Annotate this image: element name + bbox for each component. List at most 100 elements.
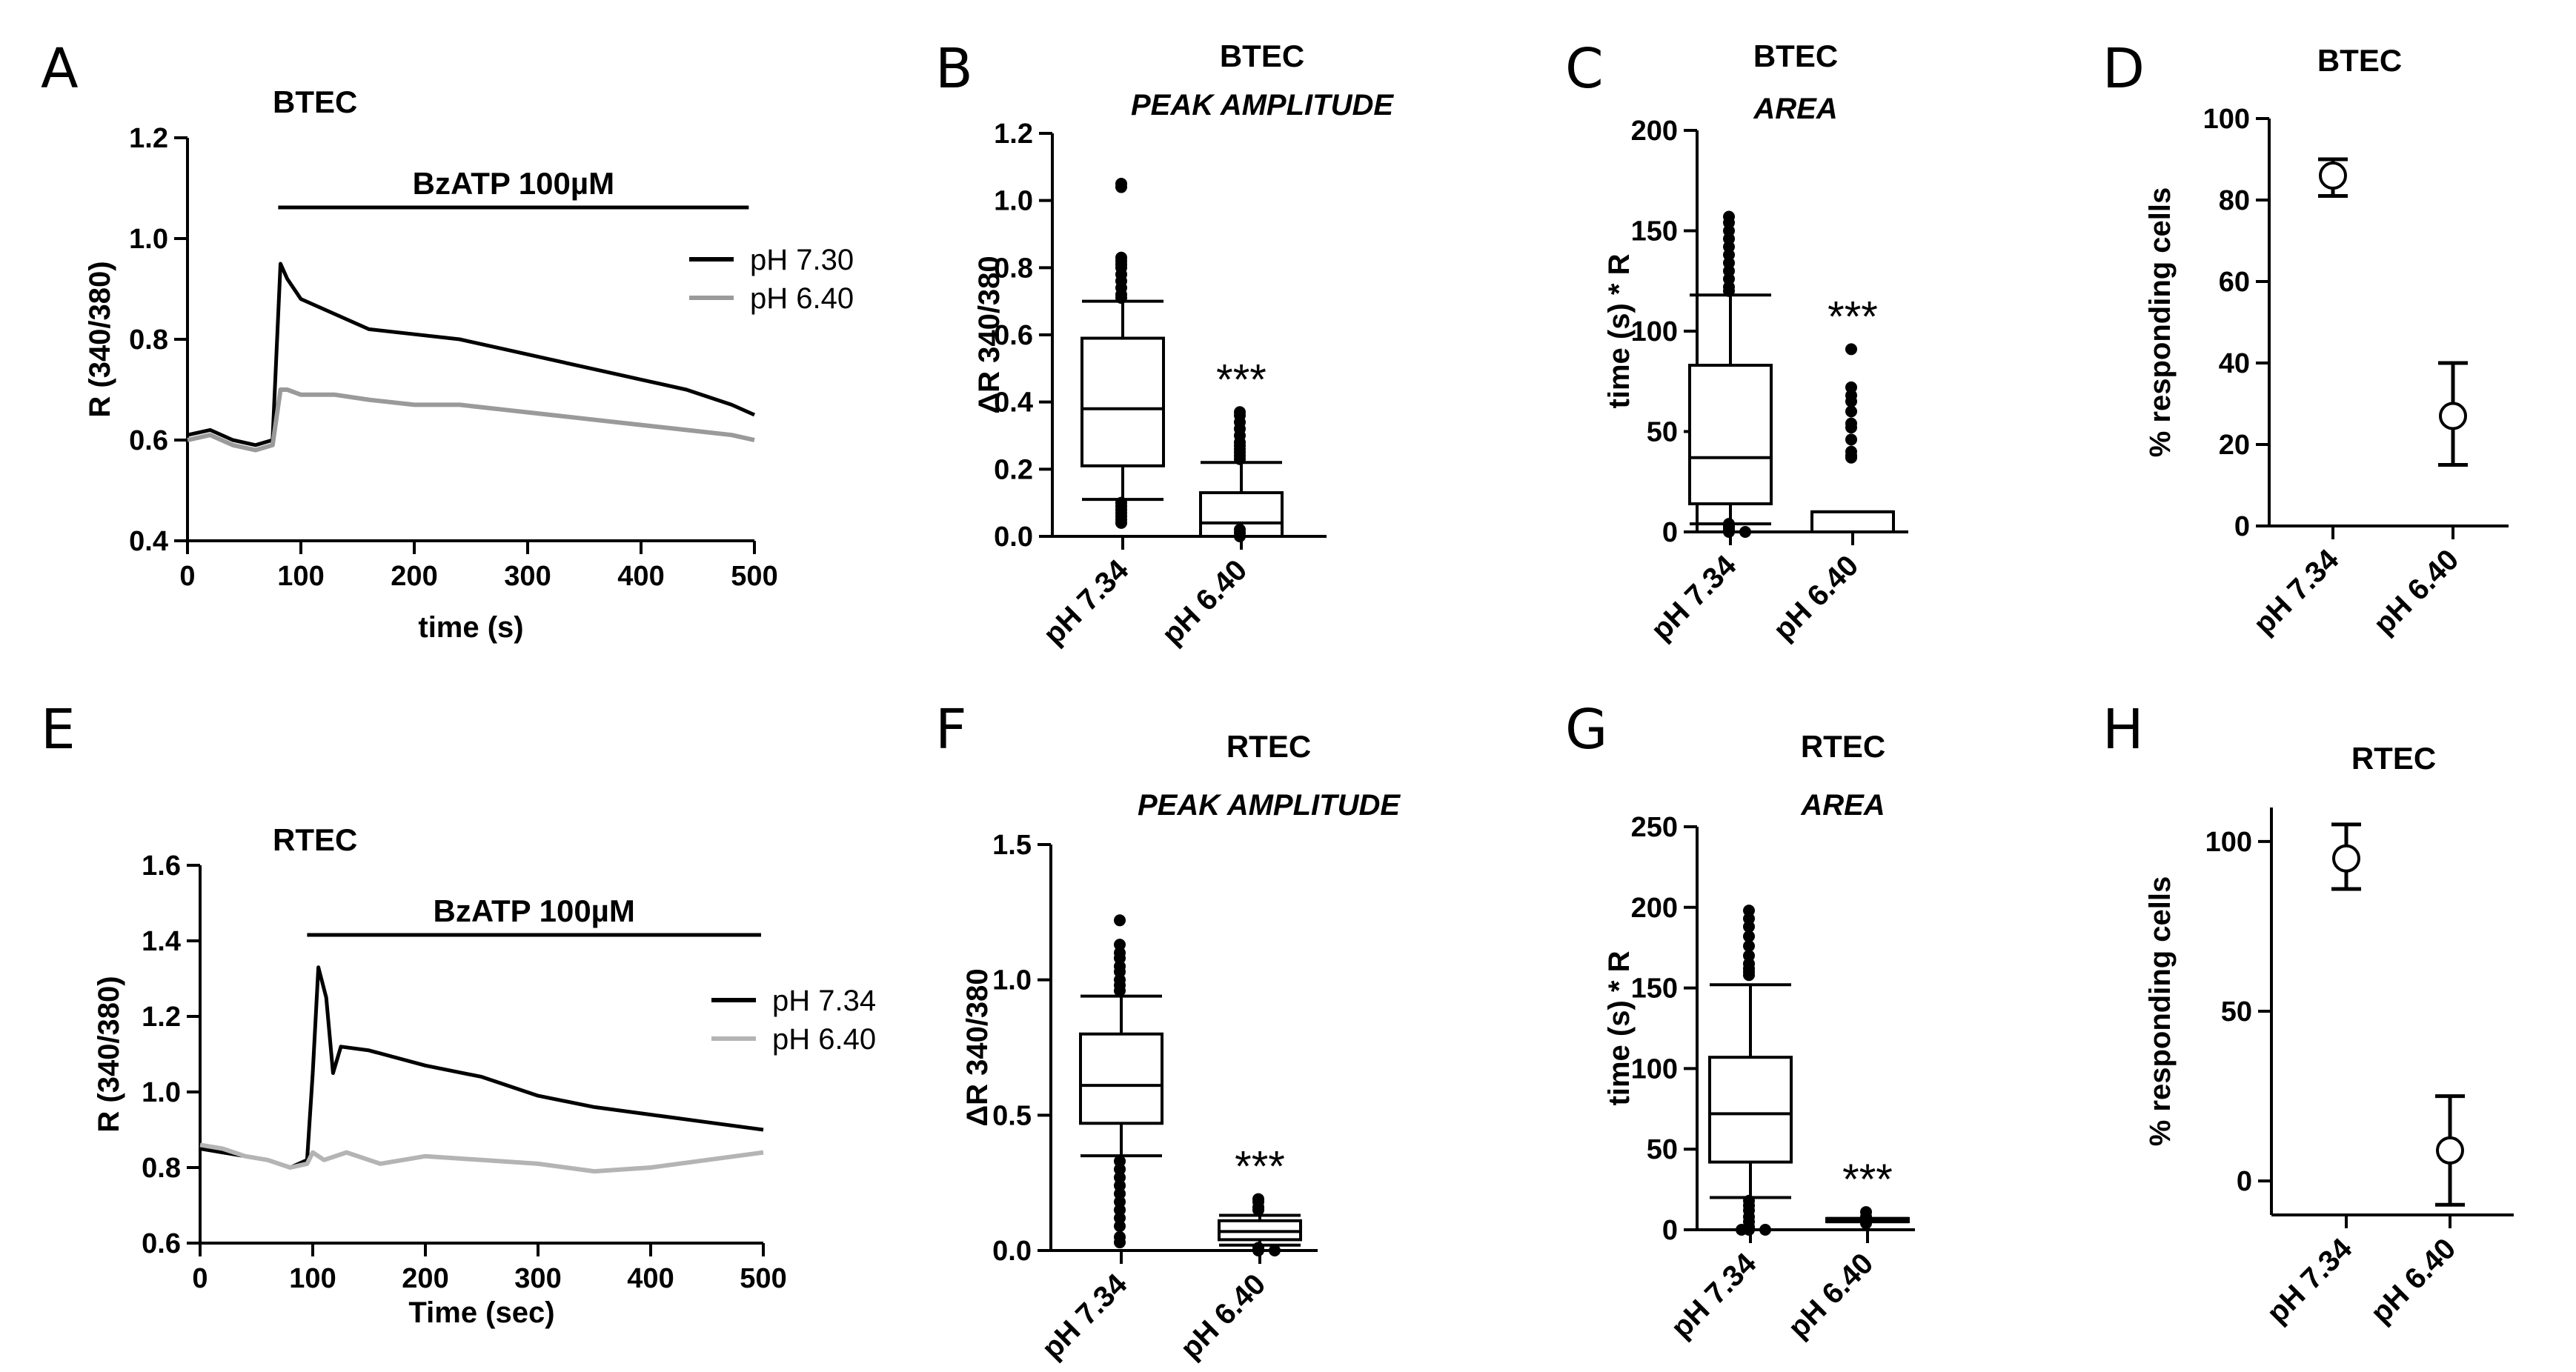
outlier-point: [1252, 1245, 1264, 1256]
x-tick-label: 500: [740, 1263, 786, 1294]
panel-D: D BTEC 0 20 40 60 80 100 % responding cells pH 7.…: [2102, 37, 2509, 641]
x-axis-label: time (s): [418, 611, 523, 644]
chart-title: BTEC: [1753, 39, 1838, 73]
outlier-point: [1114, 965, 1126, 978]
panel-letter: E: [41, 698, 76, 762]
legend-label: pH 6.40: [772, 1023, 876, 1056]
outlier-point: [1234, 453, 1246, 465]
category-label: pH 6.40: [1156, 553, 1254, 651]
chart-title: BTEC: [1220, 39, 1304, 73]
outlier-point: [1845, 343, 1857, 356]
panel-letter: A: [41, 37, 79, 101]
y-tick-label: 0.5: [992, 1100, 1032, 1131]
outlier-point: [1114, 985, 1126, 997]
y-tick-label: 0.6: [129, 425, 168, 456]
y-tick-label: 0: [2237, 1166, 2252, 1197]
outlier-point: [1234, 530, 1246, 542]
category-label: pH 7.34: [2261, 1232, 2359, 1330]
outlier-point: [1114, 1171, 1126, 1184]
panel-letter: C: [1565, 37, 1604, 101]
y-axis-label: R (340/380): [84, 261, 116, 417]
outlier-point: [1723, 526, 1735, 538]
x-tick-label: 400: [627, 1263, 674, 1294]
y-tick-label: 0.6: [994, 320, 1033, 351]
y-tick-label: 200: [1631, 893, 1678, 924]
panel-H: H RTEC 0 50 100 % responding cells pH 7.34 pH 6…: [2102, 698, 2514, 1330]
y-axis-label: time (s) * R: [1603, 253, 1636, 408]
outlier-point: [1743, 940, 1755, 953]
significance-marker: ***: [1828, 293, 1878, 341]
outlier-point: [1114, 1212, 1126, 1225]
chart-subtitle: PEAK AMPLITUDE: [1131, 89, 1394, 121]
y-tick-label: 40: [2219, 348, 2250, 379]
outlier-point: [1860, 1217, 1872, 1230]
x-tick-label: 300: [514, 1263, 561, 1294]
outlier-point: [1114, 1179, 1126, 1192]
box-iqr: [1708, 1056, 1793, 1164]
category-label: pH 7.34: [2248, 543, 2346, 641]
y-tick-label: 0.8: [994, 253, 1033, 284]
y-tick-label: 200: [1631, 116, 1678, 147]
chart-title: RTEC: [2351, 741, 2436, 776]
y-tick-label: 100: [2203, 104, 2250, 135]
panel-E: E RTEC 0.6 0.8 1.0 1.2 1.4 1.6 R (340/380) 0 100 20…: [41, 698, 876, 1329]
stimulus-label: BzATP 100µM: [433, 893, 634, 928]
y-tick-label: 0: [2234, 511, 2250, 542]
y-tick-label: 150: [1631, 973, 1678, 1005]
series-line-2: [199, 1142, 764, 1174]
y-axis-label: ΔR 340/380: [973, 256, 1006, 413]
panel-letter: B: [935, 37, 973, 101]
panel-letter: D: [2102, 37, 2145, 101]
outlier-point: [1845, 422, 1857, 434]
chart-title: BTEC: [273, 84, 357, 119]
panel-letter: F: [935, 698, 967, 762]
outlier-point: [1269, 1245, 1281, 1256]
y-axis-label: ΔR 340/380: [961, 968, 994, 1126]
legend-label: pH 7.30: [750, 244, 854, 276]
y-tick-label: 1.0: [129, 224, 168, 255]
outlier-point: [1115, 516, 1127, 529]
category-label: pH 7.34: [1038, 553, 1135, 651]
category-label: pH 6.40: [1767, 549, 1865, 647]
x-tick-label: 100: [289, 1263, 336, 1294]
significance-marker: ***: [1842, 1156, 1893, 1204]
outlier-point: [1845, 405, 1857, 418]
y-tick-label: 150: [1631, 216, 1678, 247]
significance-marker: ***: [1235, 1143, 1285, 1191]
outlier-point: [1739, 526, 1751, 538]
chart-title: RTEC: [1226, 729, 1311, 764]
box-iqr: [1080, 336, 1165, 467]
x-tick-label: 200: [402, 1263, 448, 1294]
y-tick-label: 100: [1631, 316, 1678, 347]
legend-label: pH 6.40: [750, 282, 854, 315]
outlier-point: [1743, 930, 1755, 942]
outlier-point: [1114, 939, 1126, 951]
panel-letter: G: [1565, 698, 1607, 762]
y-tick-label: 0.6: [142, 1228, 181, 1259]
category-label: pH 6.40: [2365, 1232, 2463, 1330]
outlier-point: [1114, 1236, 1126, 1249]
y-axis-label: time (s) * R: [1603, 950, 1636, 1105]
panel-C: C BTEC AREA 0 50 100 150 200 time (s) * R pH 7.34…: [1565, 37, 1908, 647]
chart-title: BTEC: [2317, 43, 2402, 78]
series-line-2: [187, 387, 755, 453]
mean-marker: [2319, 161, 2347, 190]
y-axis-label: % responding cells: [2144, 187, 2177, 458]
x-tick-label: 0: [192, 1263, 208, 1294]
outlier-point: [1114, 1188, 1126, 1200]
outlier-point: [1252, 1204, 1264, 1216]
category-label: pH 6.40: [1782, 1247, 1880, 1345]
box-iqr: [1810, 510, 1895, 534]
chart-subtitle: AREA: [1800, 789, 1885, 822]
outlier-point: [1743, 920, 1755, 933]
y-axis-label: % responding cells: [2144, 876, 2177, 1147]
x-tick-label: 500: [731, 561, 777, 592]
chart-subtitle: AREA: [1753, 93, 1837, 125]
x-tick-label: 400: [617, 561, 664, 592]
chart-title: RTEC: [1801, 729, 1885, 764]
y-tick-label: 50: [2221, 996, 2252, 1028]
y-tick-label: 60: [2219, 267, 2250, 298]
panel-A: A BTEC 0.4 0.6 0.8 1.0 1.2 R (340/380) 0 100 200 30…: [41, 37, 854, 644]
panel-letter: H: [2102, 698, 2144, 762]
